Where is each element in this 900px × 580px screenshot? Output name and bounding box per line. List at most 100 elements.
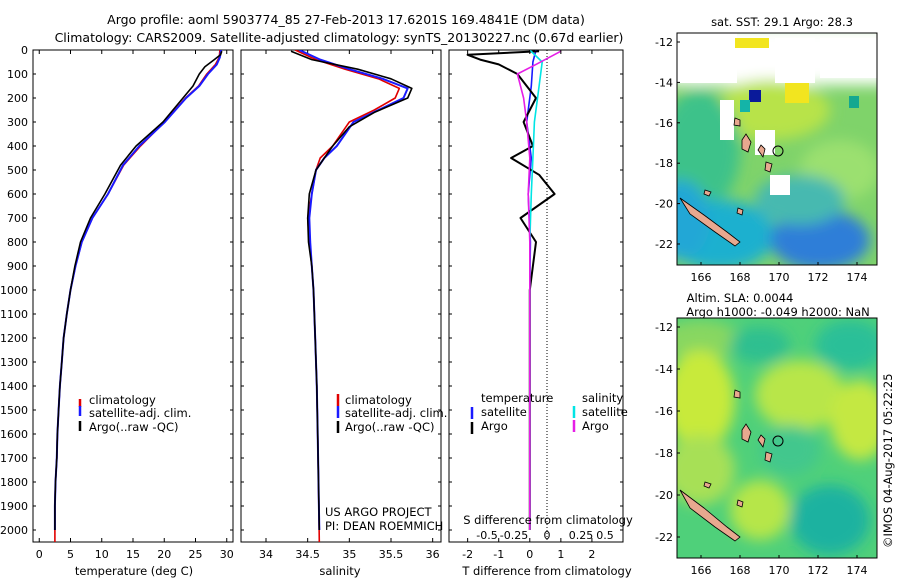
depth-tick-label: 1700: [0, 452, 28, 465]
series-line-argo-raw-qc-: [290, 50, 413, 531]
depth-tick-label: 1200: [0, 332, 28, 345]
s-tick-label: 0.5: [596, 529, 614, 542]
sst-map-lat-labels: -12 -14 -16 -18 -20 -22: [655, 36, 680, 251]
depth-tick-label: 900: [7, 260, 28, 273]
s-tick-label: 0.25: [569, 529, 594, 542]
legend-label-satellite: satellite-adj. clim.: [89, 406, 191, 420]
depth-tick-label: 1800: [0, 476, 28, 489]
legend-label-climatology: climatology: [345, 393, 412, 407]
t-difference-label: T difference from climatology: [461, 564, 632, 578]
sst-map-title: sat. SST: 29.1 Argo: 28.3: [711, 15, 853, 29]
depth-tick-label: 800: [7, 236, 28, 249]
lat-label: -16: [655, 405, 673, 418]
salinity-xlabel: salinity: [319, 564, 360, 578]
x-tick-label: 34.5: [295, 548, 320, 561]
lon-label: 168: [730, 271, 751, 284]
x-tick-label: -1: [493, 548, 504, 561]
sla-map-title-line1: Altim. SLA: 0.0044: [687, 291, 794, 305]
lon-label: 174: [847, 564, 868, 577]
difference-axes: [448, 49, 624, 543]
lat-label: -14: [655, 76, 673, 89]
lon-label: 172: [808, 271, 829, 284]
legend-label-satellite: satellite-adj. clim.: [345, 406, 447, 420]
lon-label: 172: [808, 564, 829, 577]
depth-tick-label: 700: [7, 212, 28, 225]
depth-tick-label: 1500: [0, 404, 28, 417]
legend-heading-salinity: salinity: [582, 391, 623, 405]
temperature-axes: [32, 49, 234, 543]
depth-tick-label: 1000: [0, 284, 28, 297]
depth-tick-label: 200: [7, 92, 28, 105]
lat-label: -20: [655, 198, 673, 211]
salinity-tick-labels: 34 34.5 35 35.5 36: [259, 50, 440, 561]
s-difference-tick-labels: -0.5 -0.25 0 0.25 0.5: [476, 529, 613, 542]
x-tick-label: 30: [220, 548, 234, 561]
legend-label-s-satellite: satellite: [582, 405, 628, 419]
x-tick-label: 5: [67, 548, 74, 561]
x-tick-label: 34: [259, 548, 273, 561]
sst-map-lon-labels: 166 168 170 172 174: [691, 262, 868, 284]
sla-map-lon-labels: 166 168 170 172 174: [691, 555, 868, 577]
sla-map-lat-labels: -12 -14 -16 -18 -20 -22: [655, 321, 680, 544]
s-difference-label: S difference from climatology: [463, 513, 633, 527]
x-tick-label: 10: [95, 548, 109, 561]
sla-map-title-line2: Argo h1000: -0.049 h2000: NaN: [686, 305, 870, 319]
lon-label: 168: [730, 564, 751, 577]
series-line-satellite-adj-clim-: [298, 50, 409, 531]
lon-label: 174: [847, 271, 868, 284]
lat-label: -12: [655, 36, 673, 49]
difference-lines: [466, 50, 562, 530]
depth-tick-label: 500: [7, 164, 28, 177]
series-line-climatology: [54, 50, 221, 542]
series-line-satellite-adj-clim-: [53, 50, 223, 530]
s-tick-label: 0: [544, 529, 551, 542]
temperature-lines: [53, 50, 223, 542]
temperature-tick-labels: 0 5 10 15 20 25 30: [36, 50, 234, 561]
x-tick-label: 15: [126, 548, 140, 561]
x-tick-label: 0: [526, 548, 533, 561]
temperature-xlabel: temperature (deg C): [75, 564, 193, 578]
x-tick-label: 20: [157, 548, 171, 561]
depth-tick-label: 1400: [0, 380, 28, 393]
x-tick-label: 25: [189, 548, 203, 561]
x-tick-label: 35: [342, 548, 356, 561]
series-line-s-satellite: [528, 50, 544, 530]
lat-label: -16: [655, 117, 673, 130]
x-tick-label: -2: [462, 548, 473, 561]
salinity-legend: climatology satellite-adj. clim. Argo(..…: [336, 393, 447, 434]
x-tick-label: 0: [36, 548, 43, 561]
lat-label: -18: [655, 157, 673, 170]
legend-heading-temperature: temperature: [481, 391, 553, 405]
lat-label: -22: [655, 238, 673, 251]
s-tick-label: -0.25: [500, 529, 528, 542]
lon-label: 166: [691, 271, 712, 284]
depth-tick-label: 1900: [0, 500, 28, 513]
sst-map-field: [677, 33, 877, 265]
s-tick-label: -0.5: [476, 529, 497, 542]
series-line-climatology: [294, 50, 401, 542]
series-line-s-argo: [516, 50, 562, 530]
x-tick-label: 2: [588, 548, 595, 561]
series-line-argo-raw-qc-: [54, 50, 223, 530]
sla-map-field: [677, 318, 877, 558]
lat-label: -20: [655, 489, 673, 502]
lat-label: -18: [655, 447, 673, 460]
lat-label: -22: [655, 531, 673, 544]
sla-map-frame: [676, 317, 878, 559]
legend-label-t-satellite: satellite: [481, 405, 527, 419]
t-difference-tick-labels: -2 -1 0 1 2: [462, 50, 595, 561]
lon-label: 170: [769, 271, 790, 284]
legend-label-argo: Argo(..raw -QC): [345, 420, 435, 434]
lat-label: -12: [655, 321, 673, 334]
lat-label: -14: [655, 363, 673, 376]
difference-legend: temperature salinity satellite Argo sate…: [470, 391, 628, 434]
project-annotation-line2: PI: DEAN ROEMMICH: [325, 519, 443, 533]
temperature-legend: climatology satellite-adj. clim. Argo(..…: [78, 393, 191, 434]
project-annotation-line1: US ARGO PROJECT: [325, 505, 433, 519]
series-line-t-argo: [466, 50, 556, 530]
imos-stamp: ©IMOS 04-Aug-2017 05:22:25: [881, 373, 895, 548]
header-line1: Argo profile: aoml 5903774_85 27-Feb-201…: [107, 12, 585, 27]
depth-tick-label: 1300: [0, 356, 28, 369]
depth-tick-label: 1600: [0, 428, 28, 441]
